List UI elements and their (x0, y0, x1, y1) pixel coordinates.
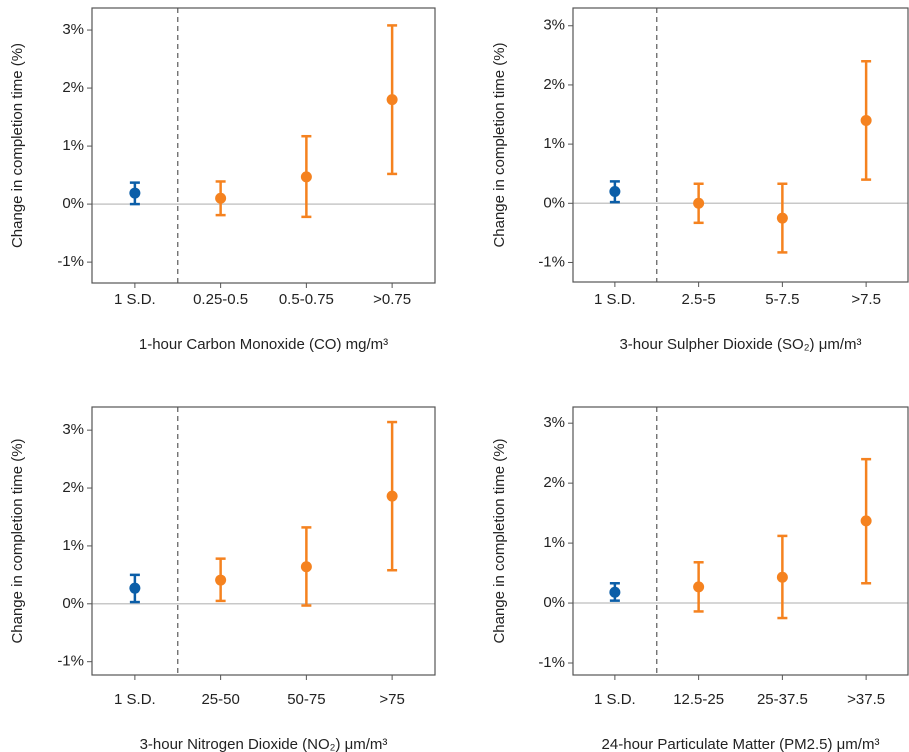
point (776, 212, 788, 224)
x-tick-label: 0.25-0.5 (193, 291, 248, 308)
point (609, 185, 621, 197)
point (129, 582, 141, 594)
y-tick-label: -1% (538, 654, 565, 671)
x-tick-label: 2.5-5 (682, 291, 716, 308)
x-tick-label: >37.5 (847, 691, 885, 708)
point (609, 586, 621, 598)
x-axis-title: 1-hour Carbon Monoxide (CO) mg/m³ (139, 336, 388, 353)
point (860, 515, 872, 527)
x-tick-label: 1 S.D. (114, 291, 156, 308)
y-axis-title: Change in completion time (%) (9, 43, 26, 248)
x-tick-label: >7.5 (851, 291, 881, 308)
y-tick-label: 3% (62, 21, 84, 38)
y-tick-label: -1% (57, 653, 84, 670)
x-tick-label: 1 S.D. (594, 691, 636, 708)
x-tick-label: 0.5-0.75 (279, 291, 334, 308)
x-tick-label: 25-37.5 (757, 691, 808, 708)
panel: -1% 0% 1% 2% 3% 1 S.D. 25-50 50-75 >75 3-hour Nit… (9, 406, 436, 752)
y-tick-label: -1% (57, 253, 84, 270)
plot-frame (91, 406, 436, 676)
x-tick-label: >75 (379, 691, 404, 708)
point (693, 581, 705, 593)
plot-frame (91, 7, 436, 284)
y-tick-label: 0% (62, 195, 84, 212)
x-tick-label: 1 S.D. (114, 691, 156, 708)
y-tick-label: 0% (62, 595, 84, 612)
plot-frame (572, 7, 909, 283)
y-tick-label: 2% (543, 474, 565, 491)
point (300, 171, 312, 183)
point (386, 94, 398, 106)
y-tick-label: 1% (543, 135, 565, 152)
point (860, 114, 872, 126)
x-tick-label: 1 S.D. (594, 291, 636, 308)
y-tick-label: 1% (62, 537, 84, 554)
point (386, 490, 398, 502)
x-tick-label: 50-75 (287, 691, 325, 708)
y-tick-label: 1% (62, 137, 84, 154)
y-tick-label: 2% (543, 76, 565, 93)
x-tick-label: 25-50 (201, 691, 239, 708)
x-tick-label: 12.5-25 (673, 691, 724, 708)
y-tick-label: 3% (543, 414, 565, 431)
y-axis-title: Change in completion time (%) (491, 42, 508, 247)
x-tick-label: >0.75 (373, 291, 411, 308)
y-tick-label: 2% (62, 479, 84, 496)
y-tick-label: 0% (543, 594, 565, 611)
panel: -1% 0% 1% 2% 3% 1 S.D. 2.5-5 5-7.5 >7.5 3-hour Su… (491, 7, 909, 353)
point (129, 187, 141, 199)
x-axis-title: 3-hour Sulpher Dioxide (SO₂) μm/m³ (619, 336, 861, 353)
point (215, 192, 227, 204)
y-tick-label: -1% (538, 253, 565, 270)
panel: -1% 0% 1% 2% 3% 1 S.D. 0.25-0.5 0.5-0.75 >0.75 1-… (9, 7, 436, 353)
y-tick-label: 3% (62, 421, 84, 438)
x-axis-title: 3-hour Nitrogen Dioxide (NO₂) μm/m³ (140, 736, 388, 752)
point (215, 574, 227, 586)
y-tick-label: 0% (543, 194, 565, 211)
point (300, 561, 312, 573)
plot-frame (572, 406, 909, 676)
point (776, 571, 788, 583)
x-tick-label: 5-7.5 (765, 291, 799, 308)
y-tick-label: 2% (62, 79, 84, 96)
y-tick-label: 3% (543, 17, 565, 34)
y-tick-label: 1% (543, 534, 565, 551)
x-axis-title: 24-hour Particulate Matter (PM2.5) μm/m³ (602, 736, 880, 752)
panel: -1% 0% 1% 2% 3% 1 S.D. 12.5-25 25-37.5 >37.5 24-h… (491, 406, 909, 752)
point (693, 197, 705, 209)
y-axis-title: Change in completion time (%) (9, 438, 26, 643)
y-axis-title: Change in completion time (%) (491, 438, 508, 643)
